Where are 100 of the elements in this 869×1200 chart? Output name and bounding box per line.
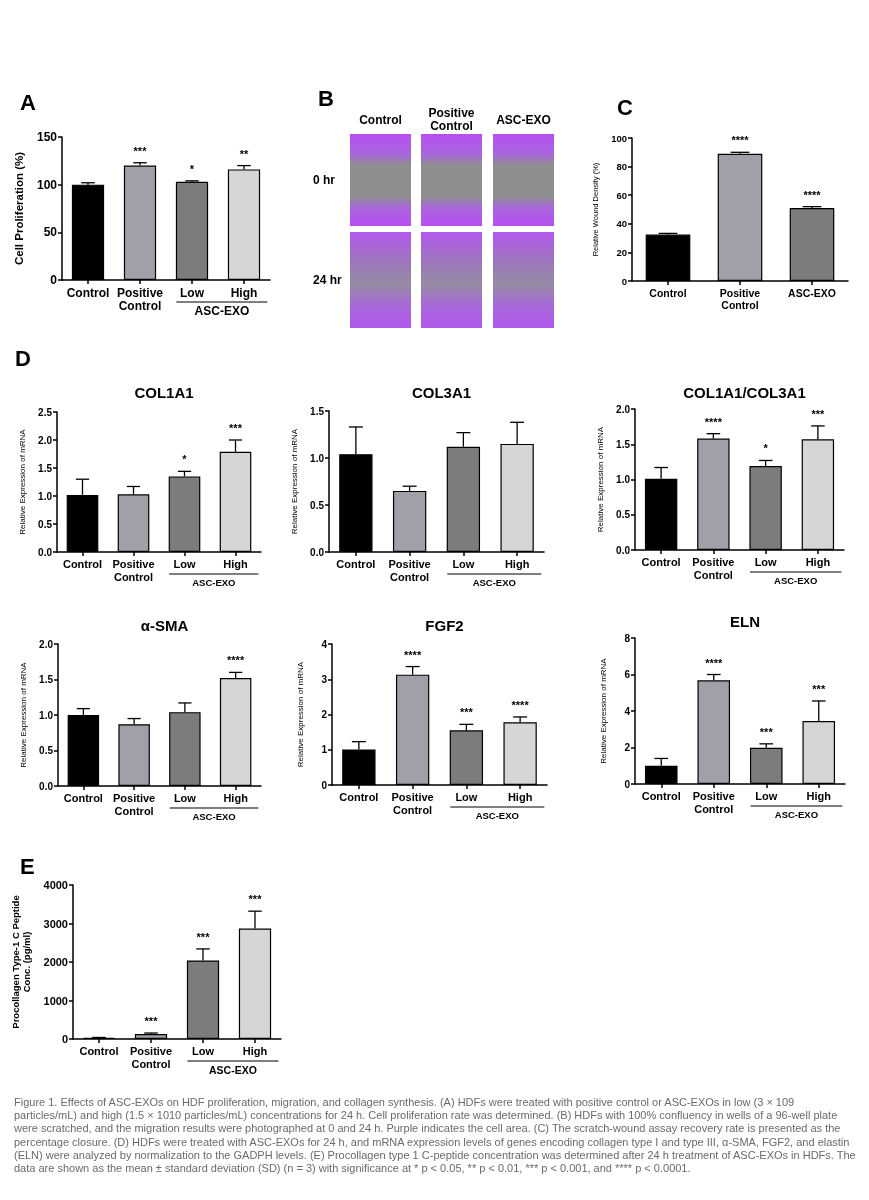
category-label: Control: [358, 111, 403, 129]
x-tick-label: Positive Control: [719, 287, 761, 311]
annotation: ***: [133, 144, 148, 157]
y-tick-label: 2: [624, 742, 631, 753]
y-tick-label: 1000: [43, 994, 68, 1007]
x-tick-label: Low: [754, 556, 778, 569]
x-tick-label: Positive Control: [113, 792, 156, 817]
x-tick-label: High: [223, 792, 249, 805]
chart-title: C: [617, 94, 633, 120]
y-axis-title: Relative Expression of mRNA: [595, 426, 605, 533]
annotation: *: [763, 442, 769, 455]
x-tick-label: Control: [62, 558, 103, 571]
y-tick-label: 0: [624, 778, 631, 790]
chart-title: FGF2: [425, 617, 464, 634]
x-tick-label: Control: [63, 792, 103, 805]
x-tick-label: High: [805, 556, 831, 569]
x-tick-label: High: [504, 558, 530, 571]
y-tick-label: 4: [624, 705, 631, 717]
y-tick-label: 0.0: [616, 544, 631, 556]
chart-title: COL1A1: [134, 384, 194, 401]
annotation: ****: [511, 698, 530, 711]
y-tick-label: 40: [616, 218, 627, 230]
y-tick-label: 6: [624, 669, 631, 680]
x-tick-label: Low: [192, 1045, 215, 1058]
x-tick-label: Control: [641, 556, 681, 569]
y-axis-title: Cell Proliferation (%): [13, 151, 26, 266]
chart-title: COL1A1/COL3A1: [683, 384, 806, 401]
annotation: ***: [196, 930, 211, 943]
x-tick-label: Control: [649, 287, 687, 299]
x-tick-label: High: [242, 1045, 268, 1058]
x-tick-label: Control: [66, 285, 110, 300]
x-tick-label: High: [223, 558, 248, 571]
y-tick-label: 2.5: [38, 406, 53, 418]
x-tick-label: Low: [173, 792, 197, 805]
annotation: ***: [229, 422, 243, 434]
chart-title: A: [20, 89, 36, 115]
y-tick-label: 2.0: [38, 434, 53, 446]
annotation: *: [182, 453, 188, 466]
annotation: ****: [227, 654, 245, 667]
y-tick-label: 60: [616, 189, 627, 201]
x-tick-label: Positive Control: [692, 556, 735, 581]
y-tick-label: 150: [36, 130, 58, 144]
text: B: [318, 86, 334, 112]
y-tick-label: 4000: [43, 879, 68, 891]
y-tick-label: 1.5: [310, 405, 325, 417]
y-tick-label: 1.0: [38, 490, 53, 502]
annotation: ***: [812, 682, 826, 695]
y-tick-label: 0: [321, 779, 328, 791]
x-tick-label: Low: [173, 558, 196, 571]
y-tick-label: 1.5: [616, 438, 631, 450]
annotation: ***: [248, 893, 263, 906]
y-tick-label: 2.0: [616, 403, 631, 415]
annotation: ***: [144, 1015, 159, 1028]
category-label: ASC-EXO: [495, 111, 552, 129]
y-axis-title: Relative Expression of mRNA: [289, 428, 299, 535]
x-tick-label: Low: [180, 285, 205, 300]
y-tick-label: 0.0: [39, 780, 54, 792]
y-axis-title: Procollagen Type-1 C Peptide Conc. (pg/ml): [9, 895, 33, 1029]
x-tick-label: Low: [755, 790, 778, 803]
x-tick-label: Control: [641, 790, 681, 803]
y-tick-label: 0.5: [616, 509, 631, 521]
annotation: ***: [811, 407, 826, 420]
text: ASC-EXO: [208, 1063, 257, 1076]
y-tick-label: 1.0: [616, 474, 631, 485]
x-tick-label: Low: [455, 791, 478, 804]
y-tick-label: 100: [36, 177, 58, 192]
chart-title: COL3A1: [411, 384, 472, 401]
x-tick-label: Positive Control: [692, 790, 735, 815]
y-tick-label: 0.5: [38, 518, 53, 530]
x-tick-label: Positive Control: [129, 1045, 173, 1070]
y-tick-label: 1.0: [310, 452, 325, 464]
chart-title: E: [20, 853, 35, 879]
x-tick-label: Control: [339, 791, 379, 804]
y-tick-label: 4: [321, 638, 328, 650]
x-tick-label: Positive Control: [112, 558, 155, 583]
category-label: 24 hr: [313, 273, 342, 287]
y-tick-label: 8: [624, 632, 631, 644]
y-axis-title: Relative Expression of mRNA: [295, 661, 305, 768]
chart-title: ELN: [730, 613, 760, 630]
y-axis-title: Relative Expression of mRNA: [18, 661, 28, 768]
x-tick-label: Positive Control: [116, 285, 164, 314]
y-axis-title: Relative Expression of mRNA: [17, 428, 27, 535]
y-tick-label: 1: [321, 744, 328, 756]
y-tick-label: 2000: [43, 956, 68, 968]
annotation: *: [189, 162, 195, 175]
annotation: ****: [404, 648, 422, 661]
x-tick-label: High: [230, 285, 258, 300]
y-tick-label: 2: [321, 709, 328, 720]
x-tick-label: Positive Control: [391, 791, 434, 816]
y-tick-label: 1.5: [38, 462, 53, 474]
y-tick-label: 1.0: [39, 709, 54, 721]
text: D: [15, 345, 31, 371]
y-tick-label: 0: [621, 275, 627, 287]
annotation: ****: [704, 415, 723, 428]
x-tick-label: Low: [452, 558, 475, 571]
y-tick-label: 0.5: [310, 499, 325, 511]
y-tick-label: 0.0: [310, 546, 325, 558]
x-tick-label: Positive Control: [388, 558, 431, 583]
y-tick-label: 1.5: [39, 674, 54, 685]
x-tick-label: High: [806, 790, 832, 803]
